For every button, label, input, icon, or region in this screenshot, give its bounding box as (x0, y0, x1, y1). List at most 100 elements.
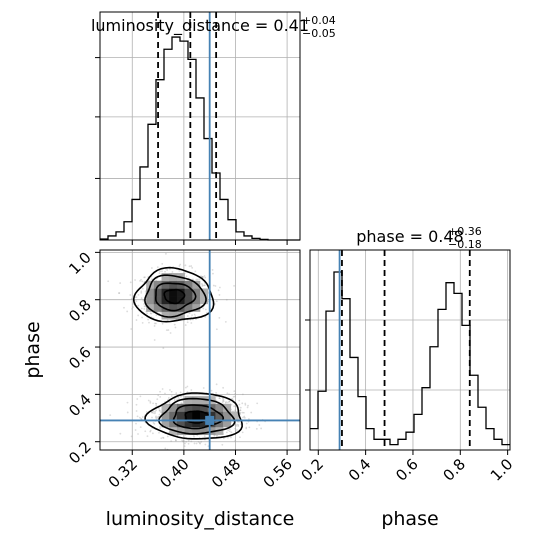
sample-point (174, 326, 177, 329)
sample-point (155, 417, 158, 420)
sample-point (137, 293, 140, 296)
density-cell (169, 311, 178, 320)
phase-histogram (310, 271, 510, 446)
sample-point (171, 271, 174, 273)
sample-point (137, 433, 139, 435)
sample-point (239, 409, 242, 412)
sample-point (206, 311, 208, 314)
phase-panel-frame (309, 249, 511, 451)
y-tick-label: 1.0 (65, 248, 95, 278)
density-cell (200, 296, 208, 305)
sample-point (135, 296, 138, 299)
sample-point (215, 383, 218, 386)
sample-point (186, 321, 189, 324)
sample-point (239, 411, 242, 414)
density-cell (184, 303, 193, 312)
sample-point (194, 270, 197, 273)
sample-point (224, 320, 227, 323)
density-cell (176, 419, 185, 428)
density-cell (176, 288, 185, 297)
sample-point (153, 422, 156, 425)
sample-point (182, 440, 185, 442)
density-cell (153, 280, 162, 289)
sample-point (180, 402, 183, 404)
sample-point (164, 447, 167, 450)
sample-point (130, 297, 133, 300)
density-cell (161, 273, 170, 282)
x-tick-label: 1.0 (487, 455, 517, 485)
sample-point (180, 395, 182, 398)
sample-point (149, 312, 152, 315)
sample-point (212, 272, 214, 275)
density-cell (169, 411, 178, 420)
density-cell (230, 411, 239, 420)
sample-point (165, 252, 167, 255)
sample-point (238, 403, 241, 406)
sample-point (168, 401, 171, 404)
sample-point (211, 269, 214, 271)
sample-point (143, 305, 146, 308)
sample-point (146, 312, 149, 315)
sample-point (190, 322, 193, 324)
sample-point (181, 439, 184, 442)
sample-point (235, 424, 238, 427)
sample-point (135, 403, 138, 406)
sample-point (256, 402, 259, 405)
sample-point (142, 298, 145, 301)
sample-point (147, 399, 150, 402)
contour-line (172, 404, 225, 430)
sample-point (149, 400, 152, 403)
density-cell (184, 288, 193, 297)
contour-line (132, 266, 215, 323)
sample-point (246, 406, 249, 409)
x-tick-label: 0.48 (208, 455, 244, 491)
sample-point (194, 315, 197, 318)
sample-point (187, 439, 190, 442)
density-cell (161, 280, 170, 289)
sample-point (188, 265, 191, 268)
density-cell (184, 403, 193, 412)
sample-point (154, 410, 157, 413)
phase-histogram-panel: 0.2 0.4 0.6 0.8 1.0 phase = 0.48 +0.36 −0.18 (298, 225, 517, 485)
sample-point (123, 306, 125, 309)
density-cell (192, 296, 201, 305)
sample-point (162, 347, 165, 350)
sample-point (186, 385, 189, 388)
sample-point (198, 278, 201, 280)
sample-point (185, 451, 187, 453)
sample-point (234, 430, 237, 433)
contour-line (144, 392, 243, 440)
density-cell (215, 403, 224, 412)
sample-point (173, 323, 176, 326)
x-tick-label: 0.8 (440, 455, 470, 485)
sample-point (154, 412, 156, 415)
sample-point (245, 422, 248, 425)
phase-title: phase = 0.48 (356, 227, 463, 246)
sample-point (119, 432, 122, 435)
sample-point (150, 312, 153, 315)
sample-point (161, 270, 163, 273)
sample-point (136, 398, 139, 400)
sample-point (222, 400, 225, 403)
density-cell (192, 426, 201, 435)
sample-point (239, 409, 242, 412)
sample-point (234, 392, 237, 395)
sample-point (146, 435, 149, 438)
sample-point (175, 392, 178, 395)
density-cell (184, 396, 193, 405)
density-cell (223, 419, 232, 428)
x-tick-label: 0.32 (105, 455, 141, 491)
sample-point (215, 435, 218, 437)
sample-point (151, 416, 153, 419)
sample-point (232, 395, 235, 398)
sample-point (137, 304, 140, 307)
sample-point (158, 409, 161, 412)
sample-point (153, 325, 156, 327)
sample-point (225, 298, 228, 301)
sample-point (178, 265, 181, 267)
sample-point (230, 436, 232, 439)
sample-point (193, 313, 196, 316)
density-cell (153, 296, 162, 305)
sample-point (187, 442, 190, 445)
sample-point (162, 437, 165, 439)
